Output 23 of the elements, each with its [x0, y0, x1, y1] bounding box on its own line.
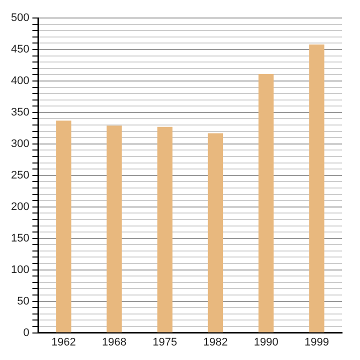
x-tick-label: 1990 [254, 336, 278, 348]
x-tick-label: 1962 [51, 336, 76, 348]
x-tick-label: 1982 [203, 336, 228, 348]
y-tick-label: 100 [10, 264, 30, 276]
y-tick-label: 0 [23, 326, 30, 339]
bar [157, 126, 172, 332]
y-tick-label: 200 [10, 200, 30, 213]
x-tick-label: 1999 [304, 336, 329, 348]
x-tick-label: 1968 [102, 336, 127, 348]
bar [208, 133, 224, 332]
x-tick-label: 1975 [152, 336, 178, 348]
y-tick-label: 250 [10, 169, 30, 182]
y-tick-label: 500 [10, 12, 30, 24]
bar [258, 74, 274, 332]
bar [56, 120, 72, 332]
y-tick-label: 150 [10, 232, 30, 244]
bar [106, 126, 122, 332]
y-tick-label: 350 [10, 106, 30, 118]
y-tick-label: 450 [10, 44, 30, 56]
y-tick-label: 50 [17, 295, 30, 308]
y-tick-label: 300 [10, 138, 30, 150]
bar [309, 44, 324, 332]
y-tick-label: 400 [10, 74, 30, 87]
